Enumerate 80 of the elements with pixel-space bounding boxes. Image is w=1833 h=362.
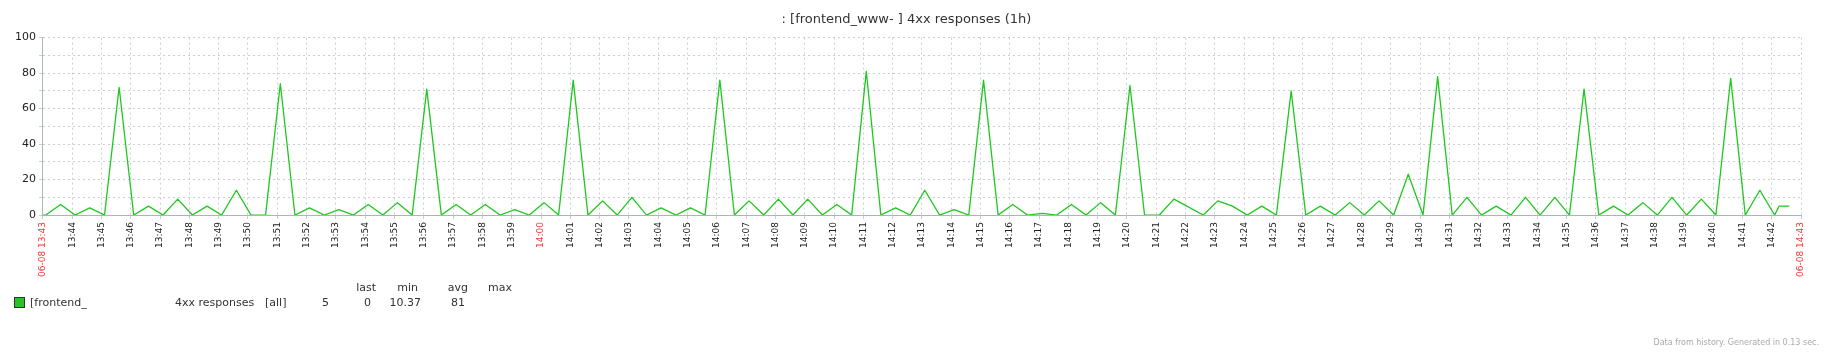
x-tick-label: 13:52 [301,222,312,248]
x-tick-label: 14:03 [623,222,634,248]
x-tick-label: 13:50 [242,221,253,248]
x-tick-label: 14:28 [1355,221,1366,248]
x-tick-label: 14:34 [1531,221,1542,248]
x-tick-label: 14:23 [1209,222,1220,248]
x-tick-label: 14:01 [564,222,575,248]
x-tick-label: 14:04 [652,221,663,248]
text: 81 [450,295,465,310]
x-tick-label: 14:05 [681,222,692,248]
x-tick-label: 13:58 [476,221,487,248]
text: max [487,280,512,295]
text: 10.37 [388,295,421,310]
x-tick-label: 14:29 [1385,221,1396,248]
y-tick-label: 0 [29,207,36,221]
x-tick-label: 14:15 [974,222,985,248]
text: last [355,280,376,295]
x-tick-label: 14:33 [1502,222,1513,248]
x-tick-label: 13:54 [359,221,370,248]
x-tick-label: 14:37 [1619,222,1630,248]
chart-title: : [frontend_www- ] 4xx responses (1h) [781,11,1032,27]
y-tick-label: 80 [22,65,36,79]
x-tick-label: 14:25 [1267,222,1278,248]
x-tick-label: 14:42 [1765,222,1776,248]
x-tick-label: 06-08 14:43 [1795,222,1806,277]
x-tick-label: 14:16 [1004,221,1015,248]
x-tick-label: 14:11 [857,222,868,248]
x-tick-label: 14:21 [1150,222,1161,248]
x-tick-label: 14:19 [1092,221,1103,248]
x-tick-label: 14:32 [1472,222,1483,248]
text: min [396,280,418,295]
x-tick-label: 13:46 [125,221,136,248]
x-tick-label: 13:55 [388,222,399,248]
x-tick-label: 14:36 [1590,221,1601,248]
x-tick-label: 13:51 [271,222,282,248]
x-tick-label: 14:38 [1648,221,1659,248]
x-tick-label: 14:17 [1033,222,1044,248]
x-tick-label: 14:14 [945,221,956,248]
x-tick-label: 14:39 [1678,221,1689,248]
x-tick-label: 06-08 13:43 [37,222,48,277]
x-tick-label: 14:07 [740,222,751,248]
x-tick-label: 13:53 [330,222,341,248]
x-tick-label: 14:00 [535,221,546,248]
x-tick-label: 13:45 [95,222,106,248]
x-tick-label: 13:49 [213,221,224,248]
x-tick-label: 13:47 [154,222,165,248]
x-tick-label: 14:30 [1414,221,1425,248]
x-tick-label: 14:06 [711,221,722,248]
x-tick-label: 14:31 [1443,222,1454,248]
text: Data from history. Generated in 0.13 sec. [1653,338,1819,347]
x-tick-label: 14:13 [916,222,927,248]
x-tick-label: 14:40 [1707,221,1718,248]
x-tick-label: 14:09 [799,221,810,248]
text: 4xx responses [175,295,256,310]
y-tick-label: 60 [22,101,36,115]
x-tick-label: 13:56 [418,221,429,248]
x-tick-label: 14:26 [1297,221,1308,248]
y-tick-label: 100 [15,30,36,44]
x-tick-label: 14:24 [1238,221,1249,248]
x-tick-label: 14:22 [1180,222,1191,248]
x-tick-label: 14:35 [1560,222,1571,248]
x-tick-label: 14:27 [1326,222,1337,248]
x-tick-label: 14:02 [593,222,604,248]
x-tick-label: 14:41 [1736,222,1747,248]
y-tick-label: 40 [22,136,36,150]
text: 5 [321,295,329,310]
text: [all] [265,295,288,310]
text: avg [446,280,468,295]
legend-label: [frontend_ [30,295,88,310]
x-tick-label: 13:59 [506,221,517,248]
x-tick-label: 13:57 [447,222,458,248]
y-tick-label: 20 [22,172,36,186]
x-tick-label: 14:08 [769,221,780,248]
x-tick-label: 13:44 [66,221,77,248]
x-tick-label: 14:20 [1121,221,1132,248]
x-tick-label: 14:12 [886,222,897,248]
x-tick-label: 14:10 [828,221,839,248]
x-tick-label: 14:18 [1062,221,1073,248]
x-tick-label: 13:48 [183,221,194,248]
text: 0 [363,295,371,310]
